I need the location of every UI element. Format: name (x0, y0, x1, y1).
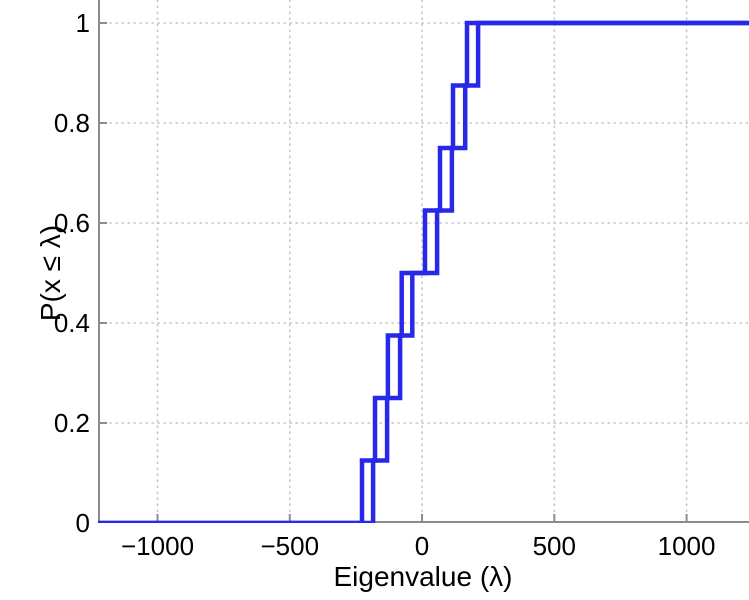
y-axis-label: P(x ≤ λ) (35, 224, 66, 322)
ecdf-plot-svg (98, 0, 749, 523)
x-tick-label: 0 (414, 531, 430, 561)
plot-area (98, 0, 749, 523)
x-tick-label: −500 (260, 531, 320, 561)
y-tick-label: 1 (75, 8, 90, 38)
y-tick-label: 0 (75, 508, 90, 538)
y-tick-label: 0.8 (53, 108, 90, 138)
x-tick-label: 1000 (657, 531, 716, 561)
ecdf-curve-2 (98, 20, 749, 523)
y-tick-label: 0.4 (53, 308, 90, 338)
x-tick-label: 500 (532, 531, 576, 561)
y-tick-label: 0.6 (53, 208, 90, 238)
x-axis-label: Eigenvalue (λ) (333, 561, 513, 592)
x-tick-label: −1000 (121, 531, 195, 561)
y-tick-label: 0.2 (53, 408, 90, 438)
